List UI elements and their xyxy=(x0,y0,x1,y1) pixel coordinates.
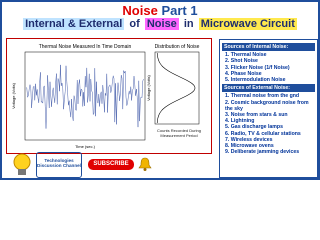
axis-label: Voltage (Volts) xyxy=(11,82,16,108)
list: 1. Thermal Noise 2. Shot Noise 3. Flicker … xyxy=(222,52,315,83)
title-part: Part 1 xyxy=(161,3,198,18)
subtitle-part: Internal & External xyxy=(23,18,125,30)
plot-title: Thermal Noise Measured In Time Domain xyxy=(39,44,132,50)
list-item: 4. Phase Noise xyxy=(225,70,262,77)
list-item: 9. Deliberate jamming devices xyxy=(225,149,300,156)
noise-trace xyxy=(25,64,144,129)
list-item: 1. Thermal noise from the gnd xyxy=(225,93,300,100)
list: 1. Thermal noise from the gnd 2. Cosmic b… xyxy=(222,93,315,155)
list-item: 5. Intermodulation Noise xyxy=(225,77,286,84)
list-item: 2. Cosmic background noise from the sky xyxy=(225,99,309,112)
channel-name: Technologies Discussion Channel xyxy=(36,152,82,178)
thumbnail: Noise Part 1 Internal & External of Nois… xyxy=(0,0,320,180)
title: Noise Part 1 xyxy=(2,3,318,18)
plot-title: Distribution of Noise xyxy=(155,44,200,50)
subtitle-part: of xyxy=(129,18,140,30)
list-item: 7. Wireless devices xyxy=(225,136,273,143)
axis-label: Time (sec.) xyxy=(75,144,96,149)
list-item: 3. Flicker Noise (1/f Noise) xyxy=(225,64,290,71)
list-item: 5. Gas discharge lamps xyxy=(225,124,283,131)
list-item: 8. Microwave ovens xyxy=(225,143,274,150)
subtitle-part: Microwave Circuit xyxy=(198,18,297,30)
list-item: 3. Noise from stars & sun xyxy=(225,112,288,119)
figure-graphic: Thermal Noise Measured In Time Domain Di… xyxy=(11,44,200,149)
list-item: 6. Radio, TV & cellular stations xyxy=(225,130,301,137)
subtitle-part: Noise xyxy=(144,18,179,30)
bulb-base xyxy=(18,169,26,175)
subscribe-button[interactable]: SUBSCRIBE xyxy=(88,159,134,170)
distribution-curve xyxy=(156,52,196,124)
plot-frame xyxy=(154,51,200,125)
subtitle: Internal & External of Noise in Microwav… xyxy=(2,18,318,30)
caption: Counts Recorded During Measurement Perio… xyxy=(156,128,202,138)
plot-frame xyxy=(24,51,146,141)
bulb xyxy=(13,153,31,171)
sources-panel: Sources of Internal Noise: 1. Thermal No… xyxy=(219,39,318,178)
subtitle-part: in xyxy=(183,18,194,30)
bulb-logo xyxy=(13,153,31,175)
section-heading: Sources of Internal Noise: xyxy=(222,43,315,52)
list-item: 2. Shot Noise xyxy=(225,58,258,65)
section-heading: Sources of External Noise: xyxy=(222,84,315,93)
bell-icon[interactable] xyxy=(138,156,152,172)
axis-label: Voltage (Volts) xyxy=(146,74,151,100)
list-item: 4. Lightning xyxy=(225,118,255,125)
figure: Thermal Noise Measured In Time Domain Di… xyxy=(6,38,212,154)
title-main: Noise xyxy=(122,3,158,18)
list-item: 1. Thermal Noise xyxy=(225,52,267,59)
